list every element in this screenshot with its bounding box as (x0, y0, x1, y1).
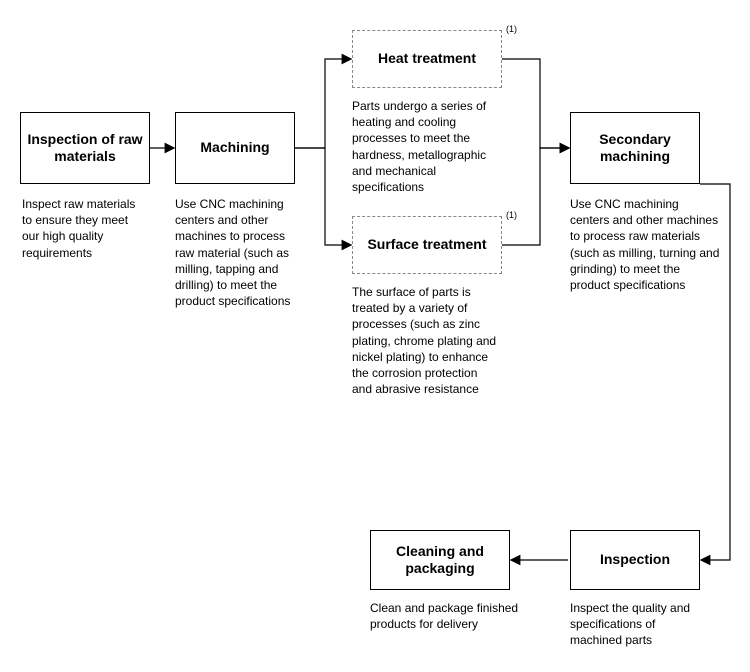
node-heat: Heat treatment (352, 30, 502, 88)
node-label: Surface treatment (367, 236, 486, 254)
flowchart-canvas: Inspection of raw materials Inspect raw m… (0, 0, 750, 672)
node-note-surface: (1) (506, 210, 517, 220)
node-desc-machining: Use CNC machining centers and other mach… (175, 196, 305, 309)
node-label: Machining (200, 139, 269, 157)
node-inspection_raw: Inspection of raw materials (20, 112, 150, 184)
edge-surface-to-secondary (502, 148, 568, 245)
edge-heat-to-secondary (502, 59, 568, 148)
node-inspection: Inspection (570, 530, 700, 590)
node-desc-heat: Parts undergo a series of heating and co… (352, 98, 497, 195)
node-desc-secondary: Use CNC machining centers and other mach… (570, 196, 720, 293)
node-secondary: Secondary machining (570, 112, 700, 184)
node-surface: Surface treatment (352, 216, 502, 274)
node-desc-cleaning: Clean and package finished products for … (370, 600, 520, 632)
node-label: Inspection of raw materials (21, 131, 149, 166)
node-desc-inspection: Inspect the quality and specifications o… (570, 600, 710, 649)
node-label: Heat treatment (378, 50, 476, 68)
node-label: Secondary machining (571, 131, 699, 166)
node-label: Inspection (600, 551, 670, 569)
node-desc-surface: The surface of parts is treated by a var… (352, 284, 497, 397)
edge-machining-to-heat (295, 59, 350, 148)
node-machining: Machining (175, 112, 295, 184)
node-cleaning: Cleaning and packaging (370, 530, 510, 590)
node-desc-inspection_raw: Inspect raw materials to ensure they mee… (22, 196, 142, 261)
node-note-heat: (1) (506, 24, 517, 34)
node-label: Cleaning and packaging (371, 543, 509, 578)
